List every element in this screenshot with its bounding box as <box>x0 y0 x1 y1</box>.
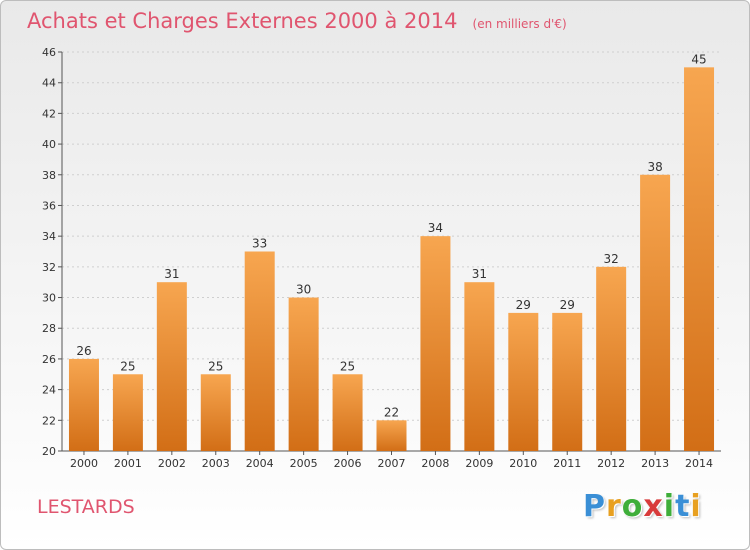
bar-value-label: 22 <box>384 405 399 419</box>
bar-value-label: 32 <box>604 252 619 266</box>
labels: 20 22 24 26 28 30 32 34 36 38 40 42 44 46 26 2000 25 2001… <box>42 46 713 470</box>
x-tick-label: 2010 <box>509 457 537 470</box>
logo-letter: r <box>606 489 622 524</box>
x-tick-label: 2001 <box>114 457 142 470</box>
bars <box>68 67 715 452</box>
y-tick-label: 34 <box>42 230 56 243</box>
y-tick-label: 40 <box>42 138 56 151</box>
logo-letter: t <box>675 489 691 524</box>
chart-unit: (en milliers d'€) <box>472 17 567 31</box>
bar[interactable] <box>68 358 99 451</box>
x-tick-label: 2014 <box>685 457 713 470</box>
x-tick-label: 2013 <box>641 457 669 470</box>
logo-letter: i <box>663 489 676 524</box>
bar-value-label: 45 <box>691 52 706 66</box>
bar[interactable] <box>552 312 583 451</box>
logo-letter: x <box>643 489 664 524</box>
title-block: Achats et Charges Externes 2000 à 2014 (… <box>27 9 567 33</box>
proxiti-logo[interactable]: Proxiti <box>583 489 702 524</box>
x-tick-label: 2008 <box>421 457 449 470</box>
bar[interactable] <box>596 266 627 451</box>
x-tick-label: 2005 <box>290 457 318 470</box>
x-tick-label: 2004 <box>246 457 274 470</box>
x-tick-label: 2000 <box>70 457 98 470</box>
bar[interactable] <box>332 374 363 451</box>
y-tick-label: 30 <box>42 292 56 305</box>
x-tick-label: 2012 <box>597 457 625 470</box>
y-tick-label: 28 <box>42 322 56 335</box>
bar-value-label: 25 <box>340 359 355 373</box>
bar-value-label: 31 <box>472 267 487 281</box>
bar[interactable] <box>112 374 143 451</box>
y-tick-label: 26 <box>42 353 56 366</box>
bar[interactable] <box>156 282 187 451</box>
bar[interactable] <box>244 251 275 452</box>
x-tick-label: 2002 <box>158 457 186 470</box>
bar-value-label: 25 <box>208 359 223 373</box>
bar-value-label: 25 <box>120 359 135 373</box>
bar-value-label: 31 <box>164 267 179 281</box>
bar[interactable] <box>640 174 671 451</box>
bar[interactable] <box>464 282 495 451</box>
y-tick-label: 20 <box>42 445 56 458</box>
logo-letter: P <box>583 489 606 524</box>
y-tick-label: 42 <box>42 107 56 120</box>
y-tick-label: 24 <box>42 384 56 397</box>
x-tick-label: 2011 <box>553 457 581 470</box>
y-tick-label: 36 <box>42 199 56 212</box>
bar[interactable] <box>508 312 539 451</box>
logo-letter: i <box>690 489 702 524</box>
bar-value-label: 33 <box>252 237 267 251</box>
bar-value-label: 30 <box>296 283 311 297</box>
logo-letter: o <box>621 489 644 524</box>
bar-value-label: 26 <box>76 344 91 358</box>
bar[interactable] <box>376 420 407 451</box>
x-tick-label: 2007 <box>378 457 406 470</box>
y-tick-label: 38 <box>42 169 56 182</box>
bar-value-label: 29 <box>516 298 531 312</box>
commune-name: LESTARDS <box>37 496 135 518</box>
y-tick-label: 22 <box>42 414 56 427</box>
bar[interactable] <box>200 374 231 451</box>
bar-value-label: 34 <box>428 221 443 235</box>
x-tick-label: 2003 <box>202 457 230 470</box>
bar[interactable] <box>684 67 715 451</box>
bar-value-label: 29 <box>560 298 575 312</box>
chart-title: Achats et Charges Externes 2000 à 2014 <box>27 9 458 33</box>
bar-value-label: 38 <box>647 160 662 174</box>
x-tick-label: 2006 <box>334 457 362 470</box>
x-tick-label: 2009 <box>465 457 493 470</box>
bar[interactable] <box>420 236 451 451</box>
y-tick-label: 44 <box>42 77 56 90</box>
y-tick-label: 32 <box>42 261 56 274</box>
bar[interactable] <box>288 297 319 451</box>
y-tick-label: 46 <box>42 46 56 59</box>
